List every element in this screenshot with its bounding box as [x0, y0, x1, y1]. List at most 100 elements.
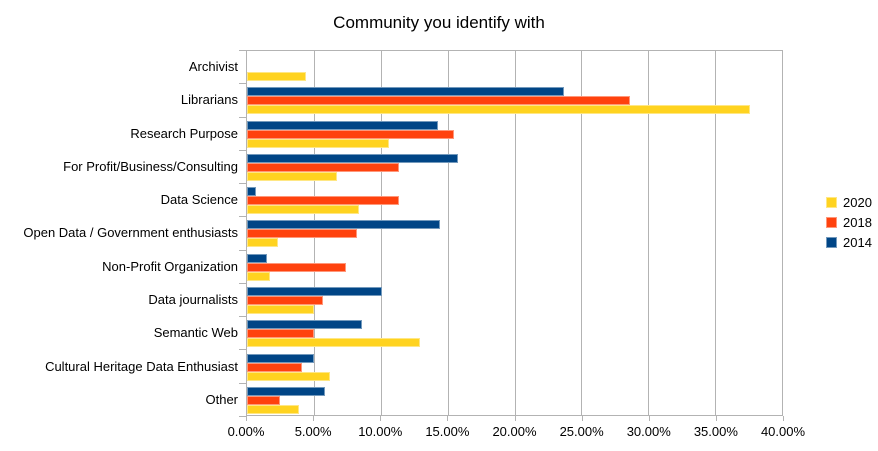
y-axis-tick	[239, 83, 246, 85]
bar-2018	[247, 329, 314, 339]
category-row	[247, 350, 782, 383]
category-row	[247, 151, 782, 184]
bar-2014	[247, 320, 363, 330]
bar-2020	[247, 305, 314, 315]
x-tick-label: 0.00%	[227, 424, 265, 439]
x-tick-label: 20.00%	[492, 424, 537, 439]
category-row	[247, 317, 782, 350]
y-axis-tick	[239, 50, 246, 51]
bar-2018	[247, 229, 357, 239]
legend-item-2014: 2014	[826, 236, 872, 249]
bar-2018	[247, 129, 455, 139]
x-tick-label: 35.00%	[693, 424, 738, 439]
plot-area	[246, 50, 783, 416]
x-tick-label: 15.00%	[425, 424, 470, 439]
chart-title: Community you identify with	[333, 13, 545, 32]
bar-2018	[247, 362, 302, 372]
category-label: Data Science	[160, 192, 238, 208]
category-label: Cultural Heritage Data Enthusiast	[45, 358, 238, 374]
category-label: Other	[205, 391, 238, 407]
y-axis-tick	[239, 216, 246, 218]
y-axis-tick	[239, 249, 246, 251]
legend-swatch	[826, 237, 837, 248]
x-tick-label: 25.00%	[559, 424, 604, 439]
category-label: Open Data / Government enthusiasts	[23, 225, 238, 241]
bar-2014	[247, 253, 268, 263]
category-row	[247, 51, 782, 84]
x-axis-tick	[581, 416, 583, 421]
bar-2014	[247, 187, 257, 197]
x-tick-label: 30.00%	[626, 424, 671, 439]
legend-swatch	[826, 197, 837, 208]
bar-2020	[247, 171, 337, 181]
category-row	[247, 84, 782, 117]
bar-2018	[247, 296, 324, 306]
bar-2020	[247, 371, 330, 381]
x-axis-tick	[783, 416, 784, 421]
bar-2020	[247, 138, 389, 148]
category-row	[247, 184, 782, 217]
bar-2018	[247, 96, 630, 106]
bar-2014	[247, 120, 439, 130]
bar-2020	[247, 271, 270, 281]
category-row	[247, 384, 782, 417]
category-label: Librarians	[180, 92, 238, 108]
legend: 2020 2018 2014	[826, 196, 872, 256]
legend-item-2018: 2018	[826, 216, 872, 229]
bar-2014	[247, 353, 314, 363]
gridline	[514, 51, 516, 415]
x-axis-tick	[246, 416, 247, 421]
x-axis-tick	[447, 416, 449, 421]
legend-label: 2018	[843, 215, 872, 230]
y-axis-tick	[239, 382, 246, 384]
bar-2020	[247, 404, 300, 414]
legend-item-2020: 2020	[826, 196, 872, 209]
bar-2020	[247, 338, 420, 348]
bar-2014	[247, 87, 564, 97]
bar-2014	[247, 287, 383, 297]
category-label: For Profit/Business/Consulting	[63, 158, 238, 174]
x-axis-tick	[648, 416, 650, 421]
x-axis-tick	[380, 416, 382, 421]
bar-2020	[247, 105, 750, 115]
category-label: Semantic Web	[153, 325, 238, 341]
y-axis-tick	[239, 282, 246, 284]
bar-2018	[247, 162, 400, 172]
x-axis-tick	[514, 416, 516, 421]
category-row	[247, 284, 782, 317]
legend-label: 2014	[843, 235, 872, 250]
bar-2018	[247, 196, 400, 206]
bar-2020	[247, 238, 278, 248]
x-tick-label: 5.00%	[294, 424, 332, 439]
bar-2014	[247, 220, 440, 230]
x-axis-tick	[313, 416, 315, 421]
y-axis-tick	[239, 349, 246, 351]
bar-2020	[247, 205, 360, 215]
bar-2014	[247, 153, 459, 163]
bar-2018	[247, 395, 281, 405]
bar-2014	[247, 386, 325, 396]
y-axis-tick	[239, 183, 246, 185]
y-axis-tick	[239, 149, 246, 151]
category-row	[247, 251, 782, 284]
category-row	[247, 118, 782, 151]
gridline	[648, 51, 650, 415]
gridline	[581, 51, 583, 415]
y-axis-tick	[239, 316, 246, 318]
legend-swatch	[826, 217, 837, 228]
y-axis-tick	[239, 116, 246, 118]
x-tick-label: 40.00%	[760, 424, 806, 439]
legend-label: 2020	[843, 195, 872, 210]
x-axis-tick	[715, 416, 717, 421]
y-axis-category-labels: Archivist Librarians Research Purpose For P…	[0, 50, 238, 416]
gridline	[380, 51, 382, 415]
category-label: Research Purpose	[130, 125, 238, 141]
gridline	[447, 51, 449, 415]
category-label: Archivist	[188, 59, 238, 75]
bar-2020	[247, 72, 306, 82]
category-row	[247, 217, 782, 250]
x-tick-label: 10.00%	[358, 424, 403, 439]
bar-2018	[247, 262, 346, 272]
category-label: Non-Profit Organization	[102, 258, 238, 274]
